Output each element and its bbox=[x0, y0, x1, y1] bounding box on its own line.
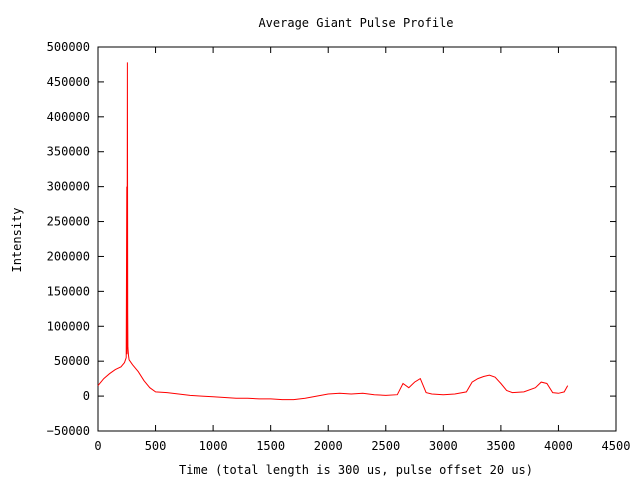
x-tick-label: 1500 bbox=[256, 439, 285, 453]
y-tick-label: 150000 bbox=[47, 284, 90, 298]
y-tick-label: 400000 bbox=[47, 110, 90, 124]
x-tick-label: 1000 bbox=[199, 439, 228, 453]
x-tick-label: 2500 bbox=[371, 439, 400, 453]
y-axis-label: Intensity bbox=[10, 207, 24, 272]
chart-title: Average Giant Pulse Profile bbox=[258, 16, 453, 30]
y-tick-label: 200000 bbox=[47, 249, 90, 263]
y-tick-label: 450000 bbox=[47, 75, 90, 89]
x-tick-label: 4000 bbox=[544, 439, 573, 453]
x-axis: 0 500 1000 1500 2000 2500 3000 3500 4000 4500 bbox=[94, 47, 630, 453]
y-tick-label: 350000 bbox=[47, 145, 90, 159]
x-tick-label: 4500 bbox=[602, 439, 631, 453]
series-line bbox=[97, 62, 569, 401]
x-tick-label: 500 bbox=[145, 439, 167, 453]
x-tick-label: 3000 bbox=[429, 439, 458, 453]
y-tick-label: 100000 bbox=[47, 319, 90, 333]
y-tick-label: 0 bbox=[83, 389, 90, 403]
x-tick-label: 2000 bbox=[314, 439, 343, 453]
x-tick-label: 3500 bbox=[486, 439, 515, 453]
y-tick-label: 300000 bbox=[47, 180, 90, 194]
x-axis-label: Time (total length is 300 us, pulse offs… bbox=[179, 463, 533, 477]
y-axis: 5000004500004000003500003000002500002000… bbox=[47, 40, 616, 438]
series-layer bbox=[97, 62, 569, 401]
y-tick-label: −50000 bbox=[47, 424, 90, 438]
y-tick-label: 500000 bbox=[47, 40, 90, 54]
y-tick-label: 250000 bbox=[47, 215, 90, 229]
x-tick-label: 0 bbox=[94, 439, 101, 453]
y-tick-label: 50000 bbox=[54, 354, 90, 368]
plot-frame bbox=[97, 46, 617, 432]
